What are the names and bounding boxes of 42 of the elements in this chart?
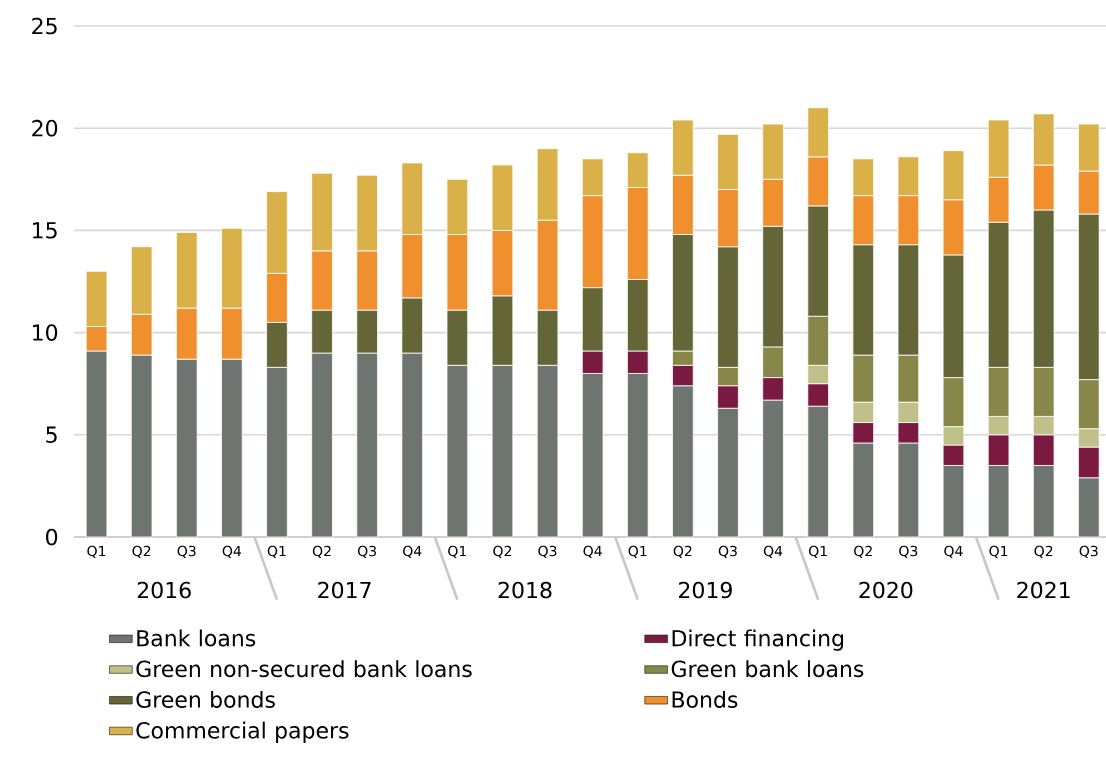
x-tick-label: Q1 [448,545,467,558]
text: 2019 [679,581,732,599]
legend-label: Bonds [672,690,738,708]
y-tick-label: 20 [32,119,58,137]
x-tick-label: Q2 [854,545,872,558]
x-tick-label: Q3 [718,545,737,558]
x-tick-label: Q4 [583,545,602,558]
x-tick-label: Q3 [1079,545,1098,558]
x-tick-label: Q2 [1034,545,1053,558]
legend-label: Green non-secured bank loans [136,660,472,678]
x-tick-label: Q3 [899,545,918,558]
x-tick-label: Q4 [944,545,963,558]
x-tick-label: Q2 [673,545,692,558]
x-tick-label: Q2 [132,545,151,558]
y-tick-label: 15 [33,222,57,239]
x-tick-label: Q4 [222,545,242,558]
x-tick-label: Q1 [267,545,286,558]
text: 2021 [1017,581,1070,599]
x-tick-label: Q4 [763,545,783,558]
x-tick-label: Q4 [403,545,422,558]
legend-label: Green bank loans [671,660,864,678]
legend-label: Green bonds [136,690,275,708]
x-tick-label: Q3 [357,545,376,558]
x-tick-label: Q1 [87,545,106,558]
text: 2020 [859,581,913,599]
y-tick-label: 10 [33,324,58,341]
text: 2016 [137,581,191,599]
text: 2018 [498,581,552,599]
y-tick-label: 5 [46,426,57,443]
y-tick-label: 0 [46,528,58,546]
legend-label: Commercial papers [136,721,349,743]
x-tick-label: Q1 [809,545,827,558]
y-tick-label: 25 [32,17,57,35]
x-tick-label: Q3 [177,545,196,558]
x-tick-label: Q2 [312,545,331,558]
x-tick-label: Q1 [989,545,1008,558]
text: 2017 [318,581,371,599]
legend-label: Bank loans [137,629,256,647]
x-tick-label: Q1 [628,545,647,558]
x-tick-label: Q2 [493,545,512,558]
legend-label: Direct financing [672,629,844,651]
x-tick-label: Q3 [538,545,557,558]
